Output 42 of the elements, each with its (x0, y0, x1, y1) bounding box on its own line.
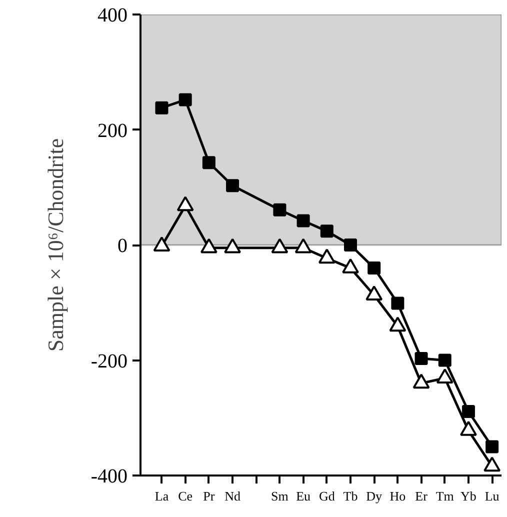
point (320, 224, 334, 238)
point (202, 156, 216, 170)
point (389, 316, 406, 332)
x-tick-label: Dy (366, 488, 383, 504)
point (366, 285, 383, 300)
y-tick-label: -200 (90, 350, 128, 372)
x-tick-label: Er (415, 488, 428, 504)
point (226, 179, 240, 192)
point (412, 374, 430, 389)
y-tick-label: 400 (98, 4, 128, 26)
x-tick-label: Ce (178, 488, 193, 504)
point (436, 368, 454, 384)
x-tick-label: Eu (296, 488, 312, 504)
point (273, 203, 286, 216)
point (155, 101, 168, 114)
point (296, 214, 310, 228)
y-axis-title: Sample × 10⁶/Chondrite (42, 138, 68, 352)
x-tick-label: Tm (436, 488, 454, 504)
y-tick-label: 0 (118, 235, 128, 257)
x-tick-label: Tb (343, 488, 358, 504)
point (460, 420, 477, 436)
y-tick-label: -400 (90, 466, 128, 488)
point (344, 238, 357, 252)
point (176, 196, 194, 212)
point (153, 236, 170, 252)
y-tick-label: 200 (98, 120, 128, 142)
point (224, 238, 242, 254)
point (200, 238, 218, 254)
point (484, 456, 501, 472)
point (318, 248, 336, 264)
x-tick-label: Yb (460, 488, 476, 504)
x-tick-label: La (154, 488, 169, 504)
x-tick-label: Pr (203, 488, 216, 504)
x-tick-label: Ho (390, 488, 406, 504)
point (342, 258, 359, 274)
point (178, 93, 192, 106)
point (294, 238, 312, 254)
x-tick-label: Lu (484, 488, 500, 504)
x-tick-label: Nd (224, 488, 241, 504)
x-tick-label: Gd (318, 488, 336, 504)
point (271, 238, 288, 254)
x-tick-label: Sm (271, 488, 288, 504)
